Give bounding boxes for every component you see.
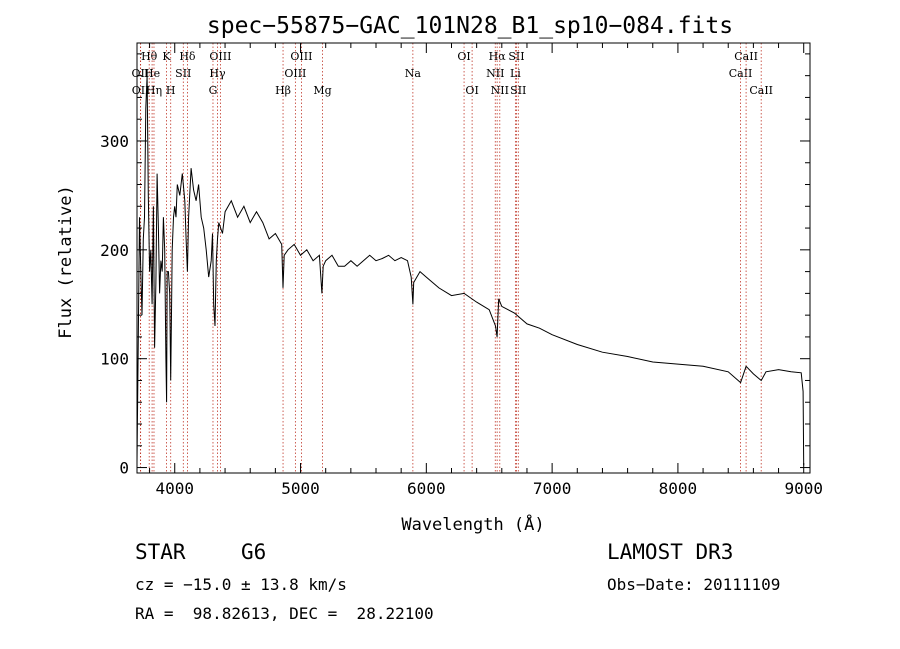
spectral-line-label: CaII [729, 67, 753, 80]
spectral-line-label: OII [132, 84, 150, 97]
spectral-line-label: Hβ [275, 84, 291, 97]
y-tick-label: 100 [100, 350, 129, 369]
spectral-line-label: CaII [749, 84, 773, 97]
spectral-line-label: OIII [284, 67, 306, 80]
plot-frame [136, 42, 811, 474]
spectral-line-label: Li [510, 67, 521, 80]
y-tick-label: 200 [100, 241, 129, 260]
spectral-line-label: Hη [146, 84, 162, 97]
spectral-line-label: G [209, 84, 218, 97]
spectral-line-label: Hδ [179, 50, 196, 63]
spectral-line-label: OI [457, 50, 470, 63]
survey-name: LAMOST DR3 [607, 540, 734, 564]
spectral-line-label: Hα [489, 50, 507, 63]
spectral-line-label: SII [510, 84, 526, 97]
x-tick-label: 9000 [784, 479, 823, 498]
spectral-line-label: SII [508, 50, 524, 63]
spectral-line-label: H [166, 84, 176, 97]
x-tick-label: 7000 [533, 479, 572, 498]
spectral-line-label: Na [405, 67, 422, 80]
spectral-line-label: OI [465, 84, 478, 97]
spectral-line-label: He [144, 67, 160, 80]
x-axis-label: Wavelength (Å) [401, 513, 544, 535]
y-axis-label: Flux (relative) [56, 185, 76, 339]
x-tick-label: 8000 [659, 479, 698, 498]
object-subclass: G6 [241, 540, 267, 564]
spectral-line-label: OII [132, 67, 150, 80]
spectral-line-label: CaII [734, 50, 758, 63]
redshift-readout: cz = −15.0 ± 13.8 km/s [135, 575, 347, 594]
y-tick-label: 0 [119, 459, 129, 478]
observation-date: Obs−Date: 20111109 [607, 575, 781, 594]
spectral-line-label: Hγ [209, 67, 226, 80]
y-tick-label: 300 [100, 132, 129, 151]
chart-title: spec−55875−GAC_101N28_B1_sp10−084.fits [207, 13, 733, 39]
x-tick-label: 6000 [407, 479, 446, 498]
spectral-line-label: Hθ [141, 50, 158, 63]
x-tick-label: 4000 [155, 479, 194, 498]
spectral-line-label: SII [175, 67, 191, 80]
sky-coordinates: RA = 98.82613, DEC = 28.22100 [135, 604, 434, 623]
spectral-line-label: Mg [313, 84, 331, 97]
axis-ticks-layer: 4000 5000 6000 7000 8000 9000 0 100 200 300 [100, 43, 823, 498]
spectral-line-label: OIII [290, 50, 312, 63]
spectrum-line [136, 75, 805, 466]
spectral-line-label: OIII [209, 50, 231, 63]
x-tick-label: 5000 [281, 479, 320, 498]
spectral-line-label: K [162, 50, 171, 63]
spectral-line-label: NII [486, 67, 504, 80]
object-class: STAR [135, 540, 186, 564]
spectral-line-label: NII [491, 84, 509, 97]
